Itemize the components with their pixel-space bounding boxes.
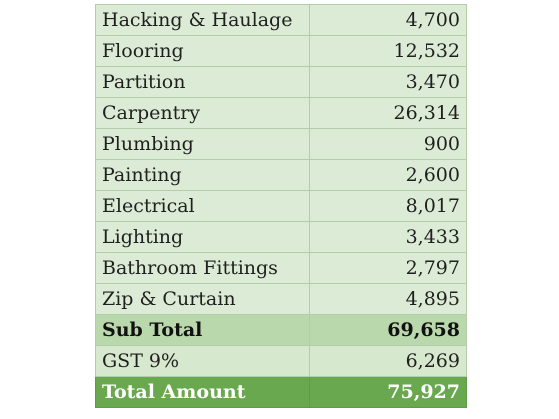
table-row: Plumbing 900: [95, 128, 468, 160]
item-amount: 4,895: [308, 283, 468, 315]
total-amount: 75,927: [308, 376, 468, 408]
total-row: Total Amount 75,927: [95, 376, 468, 408]
table-row: Lighting 3,433: [95, 221, 468, 253]
total-label: Total Amount: [95, 376, 310, 408]
item-label: Painting: [95, 159, 310, 191]
item-amount: 900: [308, 128, 468, 160]
table-row: Partition 3,470: [95, 66, 468, 98]
item-label: Lighting: [95, 221, 310, 253]
subtotal-row: Sub Total 69,658: [95, 314, 468, 346]
item-label: Zip & Curtain: [95, 283, 310, 315]
table-row: Painting 2,600: [95, 159, 468, 191]
table-row: Electrical 8,017: [95, 190, 468, 222]
item-amount: 3,470: [308, 66, 468, 98]
item-amount: 12,532: [308, 35, 468, 67]
table-row: Bathroom Fittings 2,797: [95, 252, 468, 284]
subtotal-label: Sub Total: [95, 314, 310, 346]
item-amount: 26,314: [308, 97, 468, 129]
item-label: Electrical: [95, 190, 310, 222]
table-row: Carpentry 26,314: [95, 97, 468, 129]
item-amount: 4,700: [308, 4, 468, 36]
item-label: Plumbing: [95, 128, 310, 160]
item-amount: 2,600: [308, 159, 468, 191]
gst-label: GST 9%: [95, 345, 310, 377]
item-label: Partition: [95, 66, 310, 98]
item-label: Bathroom Fittings: [95, 252, 310, 284]
gst-row: GST 9% 6,269: [95, 345, 468, 377]
table-row: Flooring 12,532: [95, 35, 468, 67]
table-row: Zip & Curtain 4,895: [95, 283, 468, 315]
item-amount: 3,433: [308, 221, 468, 253]
gst-amount: 6,269: [308, 345, 468, 377]
item-amount: 8,017: [308, 190, 468, 222]
item-label: Hacking & Haulage: [95, 4, 310, 36]
cost-breakdown-table: Hacking & Haulage 4,700 Flooring 12,532 …: [95, 4, 468, 408]
item-label: Flooring: [95, 35, 310, 67]
table-row: Hacking & Haulage 4,700: [95, 4, 468, 36]
item-label: Carpentry: [95, 97, 310, 129]
subtotal-amount: 69,658: [308, 314, 468, 346]
item-amount: 2,797: [308, 252, 468, 284]
